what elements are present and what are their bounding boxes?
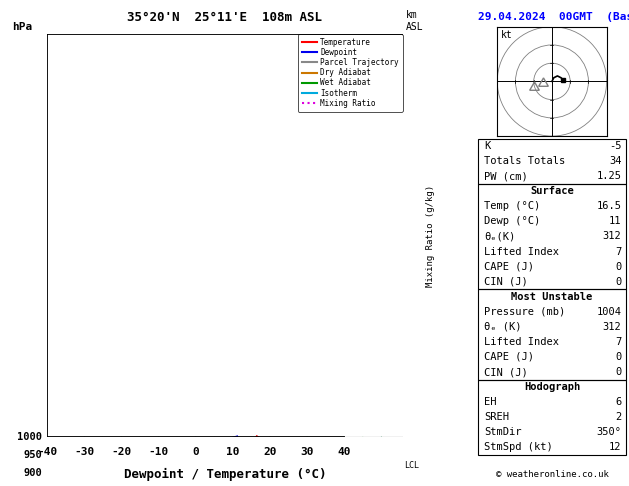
Text: 0: 0 <box>615 352 621 362</box>
Text: StmDir: StmDir <box>484 427 521 437</box>
Text: km
ASL: km ASL <box>406 10 423 32</box>
Text: 30: 30 <box>301 448 314 457</box>
Text: 40: 40 <box>338 448 351 457</box>
Text: 312: 312 <box>603 231 621 242</box>
Text: 1.25: 1.25 <box>596 171 621 181</box>
Text: Totals Totals: Totals Totals <box>484 156 565 166</box>
Text: 950: 950 <box>23 450 42 460</box>
Text: 12: 12 <box>609 442 621 452</box>
Text: hPa: hPa <box>12 21 32 32</box>
Text: -40: -40 <box>37 448 57 457</box>
Text: 20: 20 <box>264 448 277 457</box>
Text: 7: 7 <box>615 246 621 257</box>
Text: Surface: Surface <box>530 186 574 196</box>
Text: 1000: 1000 <box>17 433 42 442</box>
Text: -10: -10 <box>148 448 169 457</box>
Text: 350°: 350° <box>596 427 621 437</box>
Text: PW (cm): PW (cm) <box>484 171 528 181</box>
Text: 35°20'N  25°11'E  108m ASL: 35°20'N 25°11'E 108m ASL <box>127 11 323 24</box>
Text: LCL: LCL <box>404 461 420 470</box>
Text: CIN (J): CIN (J) <box>484 277 528 287</box>
Text: θₑ (K): θₑ (K) <box>484 322 521 332</box>
Text: -30: -30 <box>74 448 94 457</box>
Text: K: K <box>484 141 490 151</box>
Text: Hodograph: Hodograph <box>524 382 580 392</box>
Text: CAPE (J): CAPE (J) <box>484 261 534 272</box>
Text: Most Unstable: Most Unstable <box>511 292 593 302</box>
Text: CIN (J): CIN (J) <box>484 367 528 377</box>
Text: 6: 6 <box>615 397 621 407</box>
Text: θₑ(K): θₑ(K) <box>484 231 515 242</box>
Text: Temp (°C): Temp (°C) <box>484 201 540 211</box>
Text: 0: 0 <box>615 367 621 377</box>
Text: EH: EH <box>484 397 496 407</box>
Text: 7: 7 <box>615 337 621 347</box>
Text: -20: -20 <box>111 448 131 457</box>
Text: 2: 2 <box>615 412 621 422</box>
Text: 29.04.2024  00GMT  (Base: 12): 29.04.2024 00GMT (Base: 12) <box>478 12 629 22</box>
Legend: Temperature, Dewpoint, Parcel Trajectory, Dry Adiabat, Wet Adiabat, Isotherm, Mi: Temperature, Dewpoint, Parcel Trajectory… <box>298 34 403 111</box>
Text: Lifted Index: Lifted Index <box>484 337 559 347</box>
Text: SREH: SREH <box>484 412 509 422</box>
Text: Dewpoint / Temperature (°C): Dewpoint / Temperature (°C) <box>124 468 326 481</box>
Text: 34: 34 <box>609 156 621 166</box>
Text: 10: 10 <box>226 448 240 457</box>
Text: Dewp (°C): Dewp (°C) <box>484 216 540 226</box>
Text: Pressure (mb): Pressure (mb) <box>484 307 565 317</box>
Text: 0: 0 <box>615 261 621 272</box>
Text: 1004: 1004 <box>596 307 621 317</box>
Text: 312: 312 <box>603 322 621 332</box>
Text: 0: 0 <box>192 448 199 457</box>
Text: kt: kt <box>501 30 512 40</box>
Text: 900: 900 <box>23 468 42 478</box>
Text: © weatheronline.co.uk: © weatheronline.co.uk <box>496 469 608 479</box>
Text: 11: 11 <box>609 216 621 226</box>
Text: 0: 0 <box>615 277 621 287</box>
Text: CAPE (J): CAPE (J) <box>484 352 534 362</box>
Text: 16.5: 16.5 <box>596 201 621 211</box>
Text: -5: -5 <box>609 141 621 151</box>
Text: Lifted Index: Lifted Index <box>484 246 559 257</box>
Text: StmSpd (kt): StmSpd (kt) <box>484 442 553 452</box>
Text: Mixing Ratio (g/kg): Mixing Ratio (g/kg) <box>426 185 435 287</box>
